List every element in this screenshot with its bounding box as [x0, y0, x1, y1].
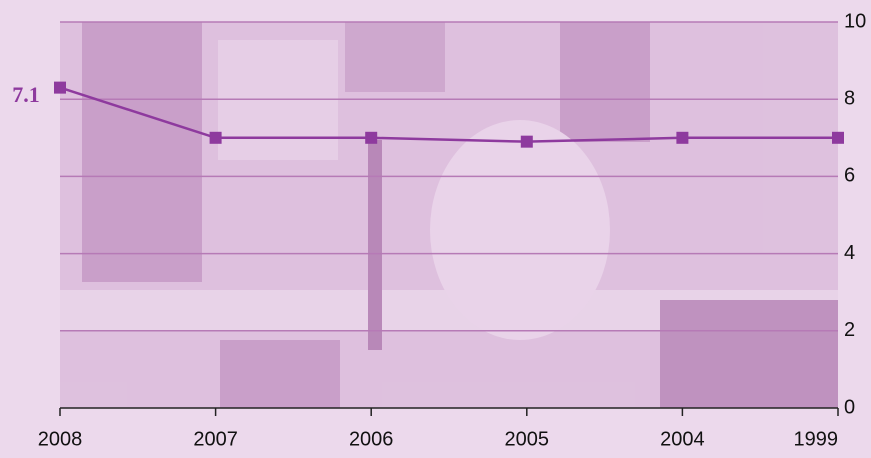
- y-tick-label: 8: [844, 87, 855, 109]
- y-tick-label: 10: [844, 10, 866, 32]
- x-tick-label: 2008: [38, 428, 83, 450]
- marker: [209, 131, 222, 144]
- y-tick-label: 4: [844, 242, 855, 264]
- marker: [832, 131, 844, 144]
- marker: [365, 131, 378, 144]
- marker: [54, 81, 66, 94]
- x-tick-label: 2007: [193, 428, 238, 450]
- x-tick-label: 2004: [660, 428, 705, 450]
- y-tick-label: 6: [844, 165, 855, 187]
- marker: [520, 135, 533, 148]
- x-tick-label: 2006: [349, 428, 394, 450]
- annotation: 7.1: [12, 82, 40, 107]
- x-tick-label: 1999: [794, 428, 839, 450]
- x-tick-label: 2005: [505, 428, 550, 450]
- line: [59, 86, 838, 143]
- y-tick-label: 0: [844, 396, 855, 418]
- marker: [676, 131, 689, 144]
- y-tick-label: 2: [844, 319, 855, 341]
- photo-background: [60, 22, 838, 408]
